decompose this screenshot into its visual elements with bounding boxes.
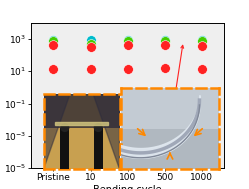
Bar: [121, 88, 219, 129]
Bar: [60, 128, 69, 169]
Bar: [44, 94, 120, 128]
Text: R ≈ 150 μm: R ≈ 150 μm: [72, 105, 117, 113]
Polygon shape: [44, 94, 70, 169]
Polygon shape: [93, 94, 120, 169]
Text: Measured point: Measured point: [144, 45, 198, 122]
Circle shape: [60, 123, 69, 132]
Y-axis label: Photosensitivity$_{MAX}$ (AW$^{-1}$): Photosensitivity$_{MAX}$ (AW$^{-1}$): [0, 48, 2, 143]
Polygon shape: [55, 122, 108, 125]
X-axis label: Bending cycle: Bending cycle: [93, 185, 162, 189]
Bar: [94, 128, 103, 169]
Circle shape: [94, 123, 103, 132]
